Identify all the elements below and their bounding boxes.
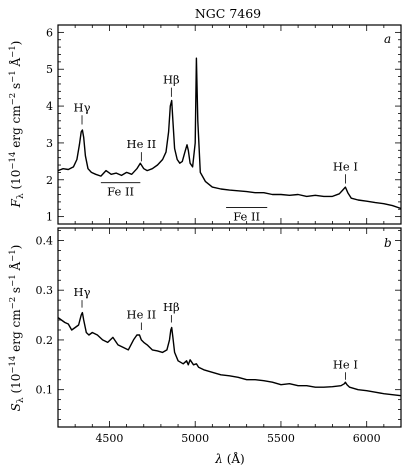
panel-b-frame	[57, 227, 402, 428]
emission-line-label: He II	[127, 137, 157, 151]
panel-b-plot: 4500 5000 5500 6000 0.1 0.2 0.3 0.4 Hγ He II Hβ He …	[36, 228, 402, 445]
y-tick-label: 0.1	[36, 384, 54, 397]
x-tick-label: 4500	[95, 432, 123, 445]
y-tick-label: 2	[46, 174, 53, 187]
panel-b-y-axis-title: Sλ (10−14 erg cm−2 s−1 Å−1)	[8, 245, 26, 412]
emission-line-label: Hγ	[74, 100, 91, 114]
x-tick-label: 5000	[181, 432, 209, 445]
y-tick-label: 0.2	[36, 334, 54, 347]
y-tick-label: 0.3	[36, 284, 54, 297]
emission-line-label: He I	[333, 159, 358, 173]
emission-line-label: Hβ	[163, 73, 180, 87]
spectrum-line-0	[57, 311, 402, 397]
emission-line-label: Hγ	[74, 285, 91, 299]
y-tick-label: 4	[46, 100, 53, 113]
x-tick-label: 5500	[267, 432, 295, 445]
fe-ii-band-label: Fe II	[233, 209, 260, 223]
panel-a-y-axis-title: Fλ (10−14 erg cm−2 s−1 Å−1)	[8, 41, 26, 209]
spectrum-line-0	[57, 57, 402, 210]
x-tick-label: 6000	[353, 432, 381, 445]
x-axis-title: λ (Å)	[214, 451, 244, 466]
panel-a-letter: a	[384, 32, 391, 46]
panel-b-letter: b	[384, 236, 392, 250]
y-tick-label: 5	[46, 63, 53, 76]
y-tick-label: 3	[46, 137, 53, 150]
emission-line-label: He I	[333, 357, 358, 371]
y-tick-label: 6	[46, 26, 53, 39]
y-tick-label: 0.4	[36, 234, 54, 247]
y-tick-label: 1	[46, 211, 53, 224]
emission-line-label: Hβ	[163, 300, 180, 314]
fe-ii-band-label: Fe II	[107, 185, 134, 199]
panel-a-plot: 1 2 3 4 5 6 Hγ He II Hβ He I Fe II Fe II	[46, 24, 402, 225]
figure-title: NGC 7469	[195, 6, 261, 21]
emission-line-label: He II	[127, 308, 157, 322]
